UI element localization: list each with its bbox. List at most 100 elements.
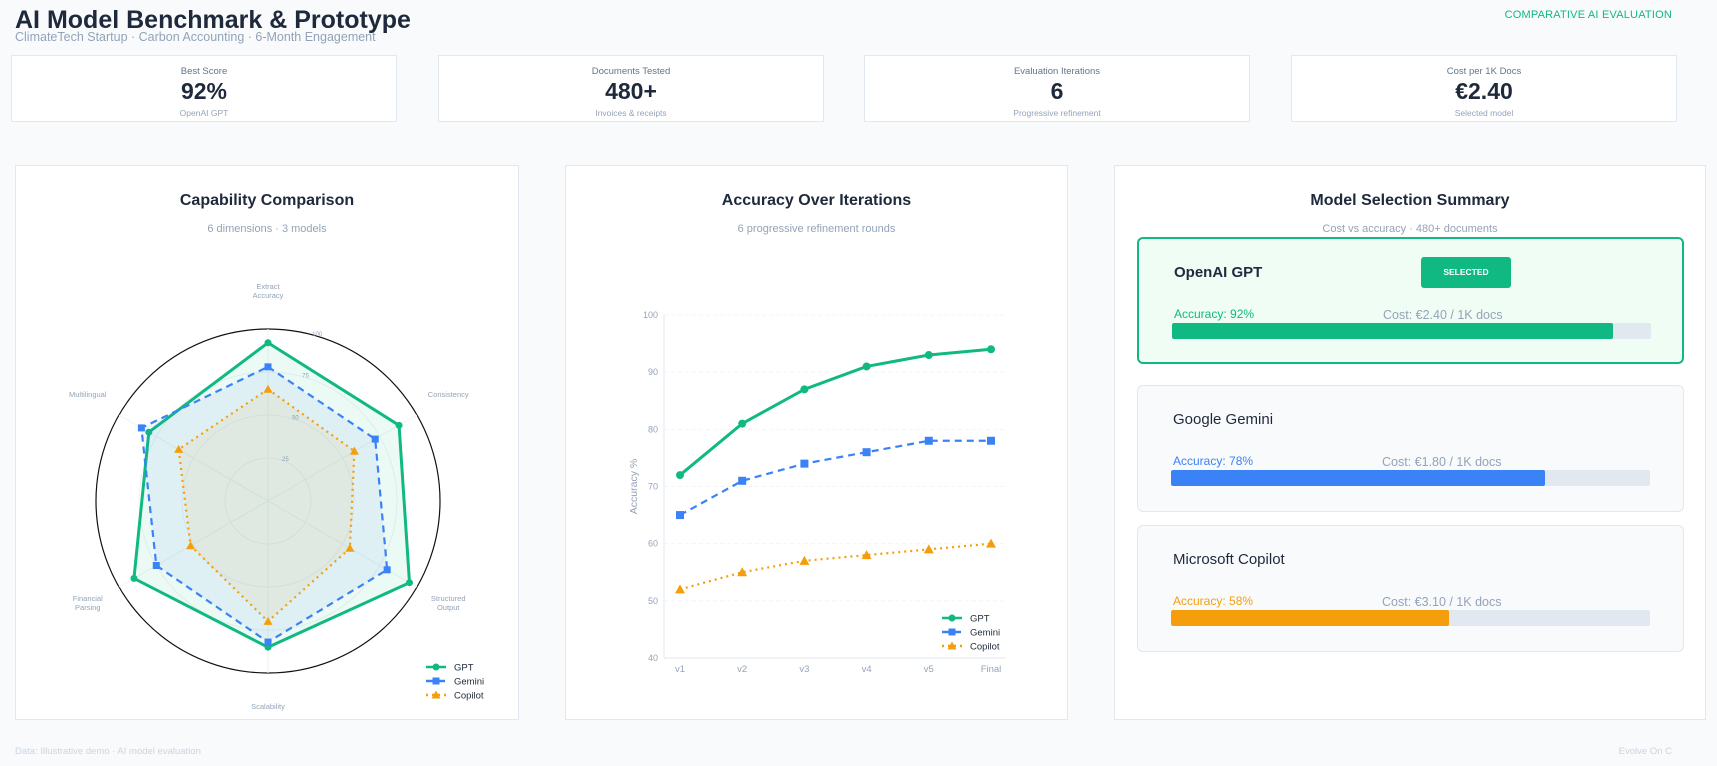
panel-subtitle: 6 progressive refinement rounds	[737, 223, 896, 235]
y-tick-label: 50	[648, 596, 658, 606]
radar-tick-label: 100	[312, 332, 323, 338]
panel-subtitle: 6 dimensions · 3 models	[207, 223, 327, 235]
model-card-copilot[interactable]: Microsoft Copilot Accuracy: 58% Cost: €3…	[1137, 525, 1684, 652]
square-marker	[264, 638, 272, 646]
kpi-label: Best Score	[180, 66, 228, 77]
panel-subtitle: Cost vs accuracy · 480+ documents	[1322, 223, 1498, 235]
accuracy-bar	[1172, 323, 1651, 339]
circle-marker	[406, 579, 414, 587]
kpi-label: Evaluation Iterations	[1013, 66, 1101, 77]
accuracy-bar	[1171, 610, 1650, 626]
y-tick-label: 100	[643, 310, 658, 320]
radar-chart: Extract Accuracy Consistency Structured Outp…	[69, 282, 484, 711]
circle-marker	[395, 421, 403, 429]
square-marker	[676, 511, 684, 520]
model-cost: Cost: €2.40 / 1K docs	[1383, 308, 1503, 322]
square-marker	[152, 562, 160, 569]
square-marker	[948, 628, 956, 636]
page-title: AI Model Benchmark & Prototype	[15, 6, 411, 34]
kpi-value: 480+	[605, 78, 657, 104]
kpi-sub: OpenAI GPT	[179, 108, 229, 118]
square-marker	[800, 459, 809, 468]
circle-marker	[676, 471, 684, 480]
model-name: Microsoft Copilot	[1173, 551, 1285, 568]
legend-label: Copilot	[970, 642, 1000, 653]
radar-tick-label: 25	[282, 457, 289, 463]
triangle-marker	[986, 538, 996, 548]
square-marker	[432, 677, 440, 685]
y-tick-label: 40	[648, 653, 658, 663]
accuracy-bar-fill	[1172, 323, 1613, 339]
triangle-marker	[263, 384, 273, 393]
square-marker	[862, 448, 871, 457]
panel-title: Accuracy Over Iterations	[721, 192, 912, 209]
model-selection-panel: Model Selection Summary Cost vs accuracy…	[1114, 165, 1706, 720]
triangle-marker	[174, 444, 184, 453]
circle-marker	[738, 419, 747, 428]
circle-marker	[800, 385, 809, 394]
triangle-marker	[737, 567, 748, 577]
kpi-sub: Invoices & receipts	[595, 108, 667, 118]
y-tick-label: 80	[648, 424, 658, 434]
square-marker	[987, 436, 995, 445]
model-cost: Cost: €3.10 / 1K docs	[1382, 595, 1502, 609]
triangle-marker	[861, 550, 872, 560]
circle-marker	[924, 351, 933, 360]
model-card-gpt[interactable]: OpenAI GPT SELECTED Accuracy: 92% Cost: …	[1137, 237, 1684, 364]
radar-spoke	[267, 500, 418, 588]
page-subtitle: ClimateTech Startup · Carbon Accounting …	[15, 30, 376, 44]
square-marker	[264, 363, 272, 371]
model-name: Google Gemini	[1173, 411, 1274, 428]
circle-marker	[862, 362, 871, 371]
x-tick-label: v2	[737, 664, 747, 675]
triangle-marker	[349, 446, 359, 455]
triangle-marker	[431, 690, 441, 699]
radar-axis-label: Multilingual	[69, 390, 107, 399]
legend-label: Copilot	[454, 691, 484, 702]
line-series-copilot	[679, 542, 992, 591]
radar-axis-label: Scalability	[251, 702, 285, 711]
kpi-best-score: Best Score 92% OpenAI GPT	[11, 55, 397, 122]
triangle-marker	[799, 555, 810, 565]
model-accuracy: Accuracy: 58%	[1173, 594, 1254, 608]
panel-title: Capability Comparison	[179, 192, 355, 209]
model-card-gemini[interactable]: Google Gemini Accuracy: 78% Cost: €1.80 …	[1137, 385, 1684, 512]
radar-spoke	[118, 500, 269, 588]
triangle-marker	[923, 544, 934, 554]
y-tick-label: 60	[648, 539, 658, 549]
legend-label: GPT	[970, 614, 990, 625]
model-cost: Cost: €1.80 / 1K docs	[1382, 455, 1502, 469]
y-tick-label: 70	[648, 482, 658, 492]
kpi-sub: Progressive refinement	[1013, 108, 1101, 118]
x-tick-label: v4	[862, 664, 872, 675]
radar-axis-label: Structured Output	[431, 594, 466, 612]
model-accuracy: Accuracy: 78%	[1173, 454, 1254, 468]
legend-label: Gemini	[970, 628, 1000, 639]
square-marker	[924, 436, 933, 445]
accuracy-bar-fill	[1171, 610, 1449, 626]
accuracy-iterations-panel: Accuracy Over Iterations 6 progressive r…	[565, 165, 1068, 720]
accuracy-bar	[1171, 470, 1650, 486]
selected-badge: SELECTED	[1421, 257, 1511, 288]
triangle-marker	[947, 641, 957, 650]
x-tick-label: Final	[981, 664, 1002, 675]
radar-axis-label: Financial Parsing	[73, 594, 103, 612]
y-tick-label: 90	[648, 367, 658, 377]
radar-tick-label: 50	[292, 415, 299, 421]
y-axis-label: Accuracy %	[628, 459, 640, 514]
panel-title: Model Selection Summary	[1310, 192, 1510, 209]
kpi-sub: Selected model	[1454, 108, 1514, 118]
triangle-marker	[675, 584, 685, 594]
x-tick-label: v5	[924, 664, 934, 675]
radar-tick-label: 75	[302, 374, 309, 380]
x-tick-label: v1	[675, 664, 685, 675]
radar-spoke	[267, 414, 418, 502]
triangle-marker	[263, 616, 273, 625]
x-tick-label: v3	[799, 664, 809, 675]
capability-comparison-panel: Capability Comparison 6 dimensions · 3 m…	[15, 165, 519, 720]
kpi-label: Cost per 1K Docs	[1446, 66, 1522, 77]
footer-note: Data: Illustrative demo · AI model evalu…	[15, 746, 201, 757]
line-series-gemini	[679, 439, 991, 517]
footer-brand: Evolve On C	[1618, 746, 1672, 757]
radar-axis-label: Extract Accuracy	[253, 282, 284, 300]
